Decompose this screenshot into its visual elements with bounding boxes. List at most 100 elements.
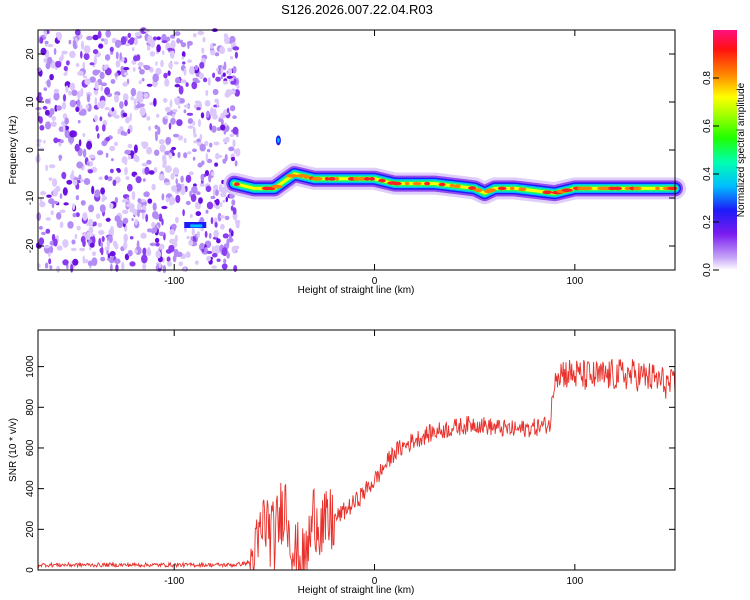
noise-speck xyxy=(183,68,187,76)
noise-speck xyxy=(190,194,197,202)
spectrogram-plot-area xyxy=(35,27,686,274)
noise-speck xyxy=(58,154,62,162)
colorbar: 0.0 0.2 0.4 0.6 0.8 Normalized spectral ampl… xyxy=(702,30,747,277)
noise-speck xyxy=(88,154,96,159)
noise-speck xyxy=(49,108,55,116)
noise-speck xyxy=(144,166,150,175)
noise-speck xyxy=(236,84,240,89)
noise-speck xyxy=(161,40,168,44)
noise-speck xyxy=(211,265,217,269)
noise-speck xyxy=(82,75,88,79)
noise-speck xyxy=(117,168,121,173)
y-tick-label: -10 xyxy=(25,190,36,205)
noise-speck xyxy=(215,205,220,210)
noise-speck xyxy=(87,169,94,174)
noise-speck xyxy=(189,190,193,198)
noise-speck xyxy=(222,233,229,239)
noise-speck xyxy=(216,258,221,262)
noise-speck xyxy=(87,162,90,166)
noise-speck xyxy=(103,65,108,70)
noise-speck xyxy=(189,213,193,219)
noise-speck xyxy=(123,72,129,76)
noise-speck xyxy=(169,99,173,108)
noise-speck xyxy=(114,114,120,119)
noise-speck xyxy=(61,50,68,55)
noise-speck xyxy=(121,261,125,270)
noise-speck xyxy=(85,104,90,110)
noise-speck xyxy=(104,87,111,96)
noise-speck xyxy=(185,174,192,183)
ridge-hotspot xyxy=(352,177,362,181)
noise-speck xyxy=(91,235,96,245)
noise-speck xyxy=(187,43,190,50)
noise-speck xyxy=(204,101,211,107)
noise-speck xyxy=(158,261,162,269)
noise-speck xyxy=(137,198,142,204)
y-tick-label: 0 xyxy=(25,567,36,573)
spectrogram-x-ticks: -100 0 100 xyxy=(164,30,584,287)
y-tick-label: 1000 xyxy=(25,355,36,378)
noise-speck xyxy=(67,221,74,229)
noise-speck xyxy=(119,52,122,61)
ridge-hotspot xyxy=(624,186,631,191)
noise-speck xyxy=(97,30,102,39)
noise-speck xyxy=(151,183,156,191)
noise-speck xyxy=(223,258,227,264)
noise-speck xyxy=(62,94,67,102)
noise-speck xyxy=(232,126,239,135)
noise-speck xyxy=(50,121,57,127)
noise-speck xyxy=(129,37,135,42)
noise-speck xyxy=(155,132,158,142)
noise-speck xyxy=(206,201,214,210)
noise-speck xyxy=(45,164,48,172)
noise-speck xyxy=(119,101,124,109)
x-tick-label: 0 xyxy=(372,576,378,587)
noise-speck xyxy=(229,56,234,60)
noise-speck xyxy=(129,236,134,240)
noise-speck xyxy=(196,231,201,238)
noise-speck xyxy=(69,50,76,59)
noise-speck xyxy=(68,90,73,96)
noise-speck xyxy=(155,250,162,259)
noise-speck xyxy=(214,189,219,197)
noise-speck xyxy=(234,51,238,59)
noise-speck xyxy=(156,44,161,53)
noise-speck xyxy=(209,123,213,131)
noise-speck xyxy=(114,72,119,77)
noise-speck xyxy=(196,138,202,143)
noise-speck xyxy=(36,111,41,117)
noise-speck xyxy=(220,215,226,219)
noise-speck xyxy=(84,78,91,85)
noise-speck xyxy=(169,228,175,236)
noise-speck xyxy=(206,158,213,164)
noise-speck xyxy=(172,167,180,176)
noise-speck xyxy=(101,236,105,242)
noise-speck xyxy=(94,97,98,106)
noise-speck xyxy=(133,55,139,62)
noise-speck xyxy=(177,135,184,141)
noise-speck xyxy=(99,116,103,122)
noise-speck xyxy=(169,201,173,206)
noise-speck xyxy=(204,247,208,255)
noise-speck xyxy=(97,133,100,139)
noise-speck xyxy=(101,100,106,108)
noise-speck xyxy=(209,43,214,49)
noise-speck xyxy=(131,47,135,52)
noise-speck xyxy=(105,152,109,158)
noise-speck xyxy=(66,179,73,185)
noise-speck xyxy=(44,29,47,37)
noise-speck xyxy=(204,230,208,238)
noise-speck xyxy=(142,247,147,256)
noise-speck xyxy=(64,117,69,125)
noise-speck xyxy=(124,253,130,261)
noise-speck xyxy=(109,251,116,257)
noise-speck xyxy=(137,202,142,212)
noise-speck xyxy=(169,50,175,59)
noise-speck xyxy=(191,186,198,194)
noise-speck xyxy=(191,227,195,236)
noise-speck xyxy=(36,143,41,147)
noise-speck xyxy=(194,260,199,265)
noise-speck xyxy=(110,51,114,55)
noise-speck xyxy=(178,105,181,109)
noise-speck xyxy=(75,63,80,67)
